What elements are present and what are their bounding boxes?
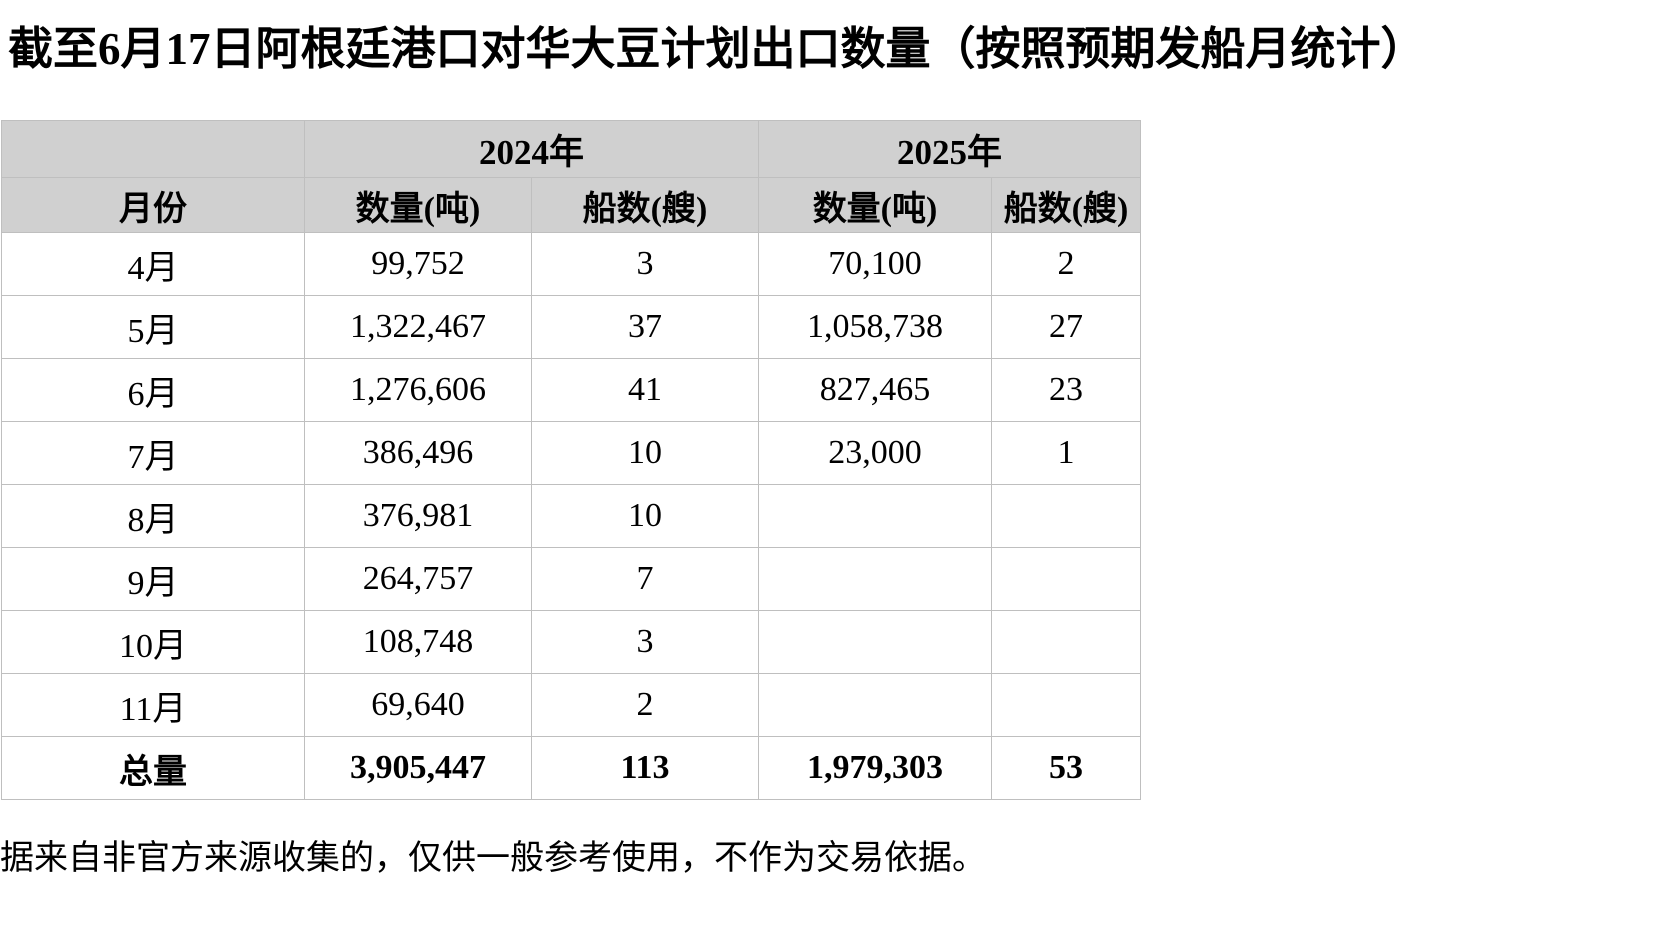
table-row: 8月 376,981 10 xyxy=(1,484,1142,548)
ships-2024-cell: 37 xyxy=(530,295,760,359)
ships-2024-cell: 113 xyxy=(530,736,760,800)
month-cell: 10月 xyxy=(1,610,305,674)
qty-2025-cell xyxy=(758,484,993,548)
table-row: 10月 108,748 3 xyxy=(1,610,1142,674)
column-header-qty-2025: 数量(吨) xyxy=(758,177,993,233)
ships-2025-cell xyxy=(991,673,1142,737)
qty-2024-cell: 99,752 xyxy=(304,232,532,296)
year-header-row: 2024年 2025年 xyxy=(1,120,1142,178)
ships-2024-cell: 2 xyxy=(530,673,760,737)
ships-2025-cell: 53 xyxy=(991,736,1142,800)
ships-2025-cell: 23 xyxy=(991,358,1142,422)
month-cell: 9月 xyxy=(1,547,305,611)
soybean-export-table: 2024年 2025年 月份 数量(吨) 船数(艘) 数量(吨) 船数(艘) 4… xyxy=(1,120,1142,800)
table-body: 4月 99,752 3 70,100 2 5月 1,322,467 37 1,0… xyxy=(1,232,1142,800)
table-row: 5月 1,322,467 37 1,058,738 27 xyxy=(1,295,1142,359)
ships-2024-cell: 41 xyxy=(530,358,760,422)
column-header-ships-2024: 船数(艘) xyxy=(530,177,760,233)
footer-disclaimer: 据来自非官方来源收集的，仅供一般参考使用，不作为交易依据。 xyxy=(0,840,986,877)
month-cell: 8月 xyxy=(1,484,305,548)
month-cell: 11月 xyxy=(1,673,305,737)
month-cell: 总量 xyxy=(1,736,305,800)
table-header: 2024年 2025年 月份 数量(吨) 船数(艘) 数量(吨) 船数(艘) xyxy=(1,120,1142,233)
table-row: 7月 386,496 10 23,000 1 xyxy=(1,421,1142,485)
ships-2024-cell: 10 xyxy=(530,484,760,548)
qty-2025-cell: 1,058,738 xyxy=(758,295,993,359)
qty-2025-cell: 1,979,303 xyxy=(758,736,993,800)
qty-2025-cell: 827,465 xyxy=(758,358,993,422)
ships-2025-cell: 27 xyxy=(991,295,1142,359)
ships-2025-cell xyxy=(991,547,1142,611)
qty-2025-cell xyxy=(758,673,993,737)
ships-2024-cell: 3 xyxy=(530,610,760,674)
year-header-2025: 2025年 xyxy=(758,120,1142,178)
ships-2025-cell: 2 xyxy=(991,232,1142,296)
qty-2024-cell: 376,981 xyxy=(304,484,532,548)
month-cell: 5月 xyxy=(1,295,305,359)
qty-2025-cell: 70,100 xyxy=(758,232,993,296)
column-header-qty-2024: 数量(吨) xyxy=(304,177,532,233)
column-header-ships-2025: 船数(艘) xyxy=(991,177,1142,233)
column-header-month: 月份 xyxy=(1,177,305,233)
ships-2025-cell xyxy=(991,484,1142,548)
table-total-row: 总量 3,905,447 113 1,979,303 53 xyxy=(1,736,1142,800)
qty-2025-cell xyxy=(758,547,993,611)
qty-2024-cell: 386,496 xyxy=(304,421,532,485)
month-cell: 4月 xyxy=(1,232,305,296)
qty-2024-cell: 1,276,606 xyxy=(304,358,532,422)
year-header-2024: 2024年 xyxy=(303,120,760,178)
ships-2025-cell: 1 xyxy=(991,421,1142,485)
table-row: 9月 264,757 7 xyxy=(1,547,1142,611)
ships-2024-cell: 7 xyxy=(530,547,760,611)
qty-2025-cell xyxy=(758,610,993,674)
table-row: 4月 99,752 3 70,100 2 xyxy=(1,232,1142,296)
qty-2024-cell: 108,748 xyxy=(304,610,532,674)
qty-2025-cell: 23,000 xyxy=(758,421,993,485)
qty-2024-cell: 1,322,467 xyxy=(304,295,532,359)
column-header-row: 月份 数量(吨) 船数(艘) 数量(吨) 船数(艘) xyxy=(1,177,1142,233)
ships-2025-cell xyxy=(991,610,1142,674)
corner-empty-cell xyxy=(1,120,305,178)
page-title: 截至6月17日阿根廷港口对华大豆计划出口数量（按照预期发船月统计） xyxy=(8,24,1426,74)
qty-2024-cell: 264,757 xyxy=(304,547,532,611)
ships-2024-cell: 3 xyxy=(530,232,760,296)
table-row: 11月 69,640 2 xyxy=(1,673,1142,737)
month-cell: 6月 xyxy=(1,358,305,422)
ships-2024-cell: 10 xyxy=(530,421,760,485)
month-cell: 7月 xyxy=(1,421,305,485)
qty-2024-cell: 69,640 xyxy=(304,673,532,737)
qty-2024-cell: 3,905,447 xyxy=(304,736,532,800)
table-row: 6月 1,276,606 41 827,465 23 xyxy=(1,358,1142,422)
